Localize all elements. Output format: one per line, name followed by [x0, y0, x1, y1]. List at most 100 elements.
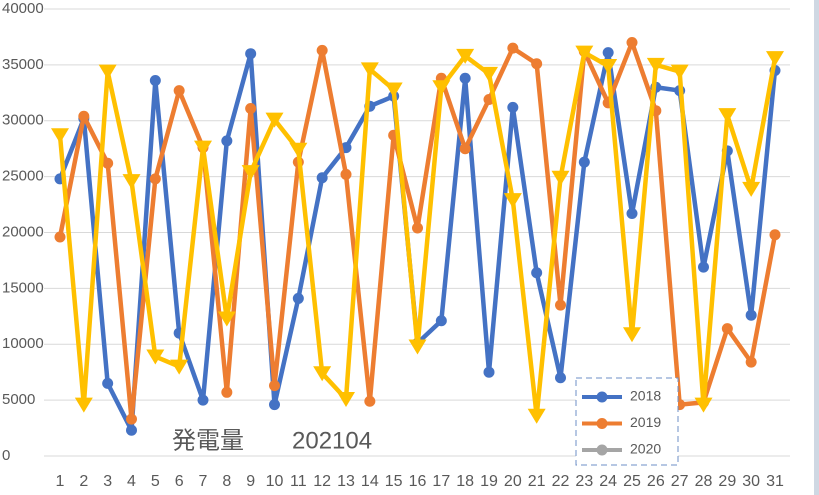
marker	[531, 267, 543, 279]
legend-label: 2019	[630, 414, 661, 430]
x-tick-label: 5	[151, 473, 160, 490]
x-tick-label: 13	[337, 473, 355, 490]
marker	[316, 44, 328, 56]
marker	[149, 75, 161, 87]
marker	[384, 82, 403, 98]
marker	[602, 47, 614, 59]
x-tick-label: 3	[103, 473, 112, 490]
marker	[221, 386, 233, 398]
x-tick-label: 27	[671, 473, 689, 490]
marker	[146, 349, 165, 365]
marker	[646, 57, 665, 73]
x-tick-label: 10	[266, 473, 284, 490]
series	[51, 45, 784, 424]
legend-marker	[596, 391, 608, 403]
marker	[197, 394, 209, 406]
x-tick-label: 17	[432, 473, 450, 490]
y-tick-label: 10000	[2, 335, 44, 352]
x-tick-label: 11	[290, 473, 307, 490]
legend: 2018 2019 2020	[575, 377, 679, 466]
x-tick-label: 22	[552, 473, 570, 490]
marker	[102, 377, 114, 389]
marker	[480, 66, 498, 82]
x-tick-label: 20	[504, 473, 522, 490]
marker	[503, 193, 522, 209]
y-tick-label: 40000	[2, 0, 44, 17]
marker	[670, 64, 689, 80]
marker	[289, 142, 308, 158]
x-tick-label: 25	[623, 473, 641, 490]
legend-marker	[596, 418, 608, 429]
x-tick-label: 30	[742, 473, 760, 490]
marker	[173, 85, 185, 97]
y-tick-label: 25000	[2, 168, 44, 185]
x-tick-label: 12	[313, 473, 331, 490]
marker	[313, 366, 332, 382]
x-tick-label: 21	[528, 473, 546, 490]
marker	[265, 112, 284, 128]
marker	[364, 395, 376, 407]
marker	[575, 45, 594, 61]
x-tick-label: 15	[385, 473, 403, 490]
x-tick-label: 18	[456, 473, 474, 490]
marker	[623, 327, 641, 343]
x-tick-label: 31	[766, 473, 784, 490]
x-tick-label: 2	[79, 473, 88, 490]
marker	[721, 323, 733, 335]
y-tick-label: 30000	[2, 112, 44, 129]
x-tick-label: 28	[695, 473, 713, 490]
marker	[626, 208, 638, 220]
marker	[531, 58, 543, 70]
chart-title: 発電量 202104	[172, 427, 372, 454]
marker	[459, 143, 471, 155]
x-tick-label: 23	[575, 473, 593, 490]
marker	[245, 48, 257, 60]
marker	[269, 399, 280, 411]
x-tick-label: 29	[718, 473, 736, 490]
marker	[435, 315, 447, 327]
marker	[102, 157, 114, 169]
marker	[221, 135, 233, 147]
x-tick-label: 7	[199, 473, 208, 490]
marker	[718, 108, 737, 124]
marker	[408, 339, 427, 355]
y-tick-label: 15000	[2, 279, 44, 296]
x-tick-label: 8	[222, 473, 231, 490]
marker	[269, 380, 280, 392]
marker	[599, 58, 618, 74]
marker	[555, 299, 566, 311]
marker	[698, 261, 709, 273]
x-tick-label: 16	[409, 473, 427, 490]
marker	[292, 292, 304, 304]
marker	[340, 168, 352, 180]
marker	[745, 356, 757, 368]
marker	[432, 80, 451, 96]
x-tick-label: 1	[56, 473, 65, 490]
marker	[578, 156, 590, 168]
marker	[507, 42, 519, 54]
marker	[98, 64, 117, 80]
marker	[126, 424, 137, 436]
x-tick-label: 9	[246, 473, 255, 490]
marker	[745, 309, 757, 321]
marker	[170, 359, 189, 375]
x-tick-label: 26	[647, 473, 665, 490]
marker	[360, 62, 379, 78]
marker	[766, 51, 784, 67]
x-tick-label: 14	[361, 473, 379, 490]
marker	[316, 172, 328, 184]
marker	[626, 37, 638, 49]
marker	[769, 229, 781, 241]
marker	[483, 366, 495, 378]
marker	[126, 413, 137, 425]
marker	[456, 48, 475, 64]
marker	[459, 72, 471, 84]
marker	[551, 170, 570, 186]
legend-marker	[596, 444, 608, 456]
marker	[51, 128, 69, 144]
marker	[241, 165, 260, 181]
marker	[245, 102, 257, 114]
marker	[78, 110, 90, 122]
y-tick-label: 0	[2, 447, 10, 464]
y-tick-label: 5000	[2, 391, 35, 408]
